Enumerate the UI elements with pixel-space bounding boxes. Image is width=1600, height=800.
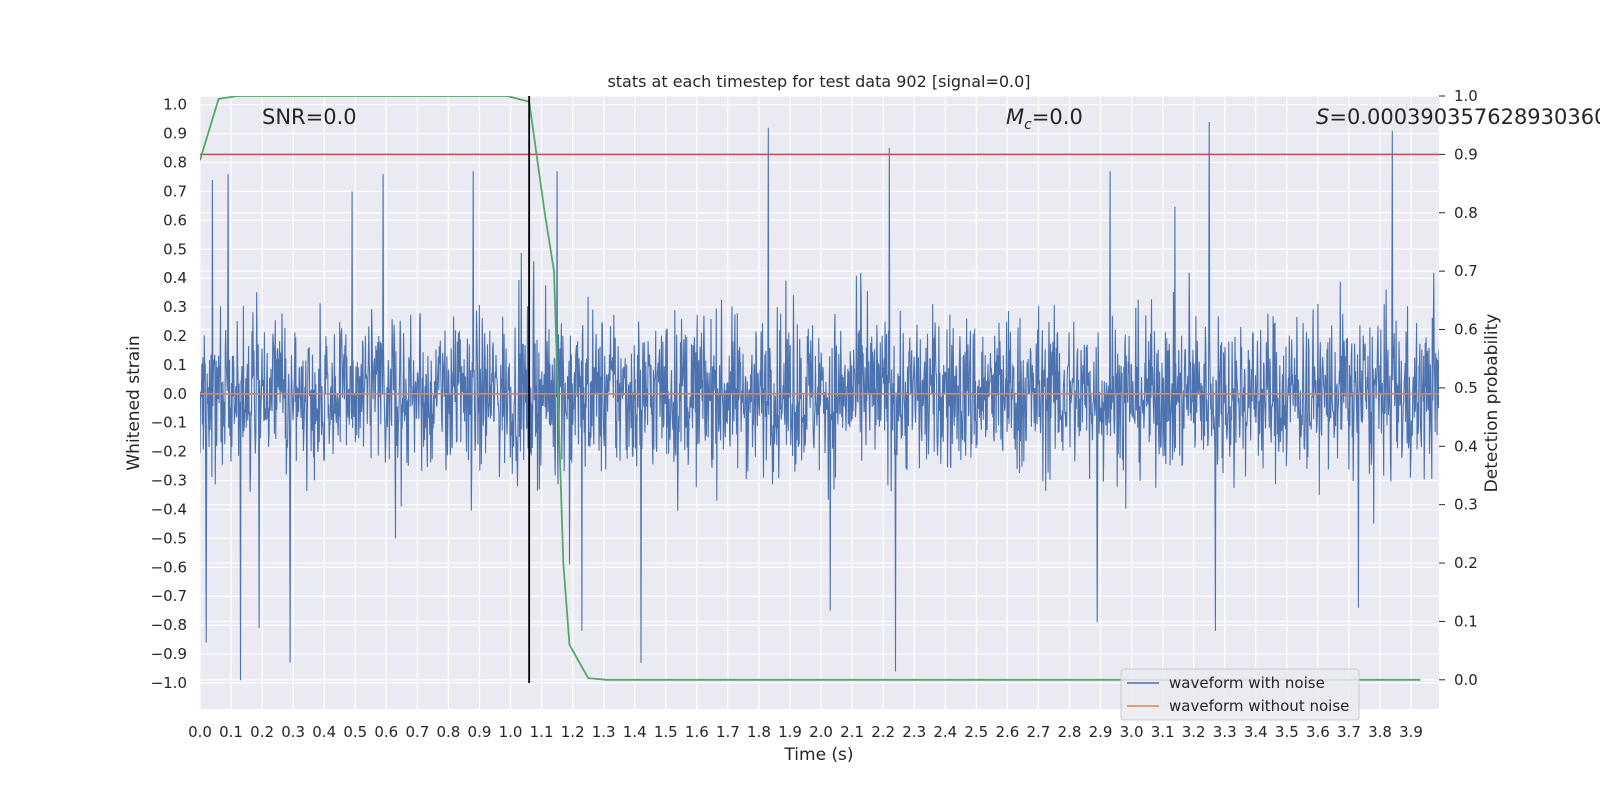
y-tick-label: 1.0	[163, 96, 187, 114]
x-tick-label: 0.7	[405, 723, 429, 741]
y-tick-label: −0.7	[151, 587, 187, 605]
y-tick-label: −0.2	[151, 443, 187, 461]
x-tick-label: 2.0	[809, 723, 833, 741]
mc-symbol: M	[1006, 105, 1024, 129]
y-axis-label: Whitened strain	[124, 335, 144, 470]
x-tick-label: 3.2	[1182, 723, 1206, 741]
y-tick-label: −0.9	[151, 645, 187, 663]
y2-tick-label: 0.9	[1454, 145, 1478, 163]
legend-box	[1120, 668, 1360, 721]
y-tick-label: 0.2	[163, 327, 187, 345]
y-tick-label: 0.7	[163, 182, 187, 200]
x-tick-label: 2.9	[1089, 723, 1113, 741]
y2-tick-label: 0.6	[1454, 321, 1478, 339]
x-tick-label: 0.9	[468, 723, 492, 741]
y2-tick-label: 0.8	[1454, 204, 1478, 222]
chart-title: stats at each timestep for test data 902…	[607, 72, 1030, 91]
x-tick-label: 2.7	[1026, 723, 1050, 741]
y2-tick-label: 0.0	[1454, 671, 1478, 689]
x-tick-label: 0.3	[281, 723, 305, 741]
s-value: =0.000390357628930360	[1329, 105, 1600, 129]
y-tick-label: 0.6	[163, 211, 187, 229]
x-tick-label: 2.8	[1058, 723, 1082, 741]
y-tick-label: −1.0	[151, 674, 187, 692]
x-tick-label: 3.1	[1151, 723, 1175, 741]
y-tick-label: −0.6	[151, 558, 187, 576]
series-layer	[200, 96, 1439, 683]
x-tick-label: 1.6	[685, 723, 709, 741]
y-tick-label: 0.5	[163, 240, 187, 258]
mc-value: =0.0	[1032, 105, 1083, 129]
y2-tick-label: 0.1	[1454, 612, 1478, 630]
x-tick-label: 0.6	[374, 723, 398, 741]
y2-tick-label: 0.4	[1454, 437, 1478, 455]
legend-label-noise: waveform with noise	[1169, 674, 1325, 692]
x-tick-label: 3.5	[1275, 723, 1299, 741]
y2-tick-label: 0.7	[1454, 262, 1478, 280]
x-tick-label: 1.8	[747, 723, 771, 741]
x-tick-label: 2.3	[902, 723, 926, 741]
x-tick-label: 3.7	[1337, 723, 1361, 741]
x-tick-label: 2.2	[871, 723, 895, 741]
x-tick-label: 2.1	[840, 723, 864, 741]
mc-annotation: Mc=0.0	[1006, 105, 1083, 133]
x-tick-label: 1.9	[778, 723, 802, 741]
x-tick-label: 1.3	[592, 723, 616, 741]
y2-tick-label: 1.0	[1454, 87, 1478, 105]
y2-tick-label: 0.3	[1454, 496, 1478, 514]
legend: waveform with noise waveform without noi…	[1120, 668, 1360, 721]
x-axis-label: Time (s)	[783, 745, 853, 765]
x-tick-label: 2.4	[933, 723, 957, 741]
x-tick-label: 3.8	[1368, 723, 1392, 741]
y-tick-label: 0.8	[163, 154, 187, 172]
x-tick-label: 0.5	[343, 723, 367, 741]
y-tick-label: 0.0	[163, 385, 187, 403]
y2-tick-label: 0.2	[1454, 554, 1478, 572]
x-tick-label: 1.7	[716, 723, 740, 741]
x-tick-label: 3.0	[1120, 723, 1144, 741]
x-tick-label: 1.2	[561, 723, 585, 741]
y-tick-label: 0.9	[163, 125, 187, 143]
y-tick-label: 0.4	[163, 269, 187, 287]
y-tick-label: 0.3	[163, 298, 187, 316]
s-symbol: S	[1316, 105, 1329, 129]
x-tick-label: 0.0	[188, 723, 212, 741]
x-tick-label: 0.2	[250, 723, 274, 741]
x-tick-label: 1.4	[623, 723, 647, 741]
legend-label-clean: waveform without noise	[1169, 697, 1349, 715]
y-tick-label: −0.8	[151, 616, 187, 634]
x-tick-label: 1.0	[499, 723, 523, 741]
y-tick-label: −0.3	[151, 472, 187, 490]
x-tick-label: 0.8	[436, 723, 460, 741]
waveform-with-noise-line	[200, 121, 1439, 681]
x-tick-label: 1.1	[530, 723, 554, 741]
y-tick-label: −0.5	[151, 529, 187, 547]
mc-subscript: c	[1024, 117, 1032, 133]
y-tick-label: −0.4	[151, 500, 187, 518]
x-tick-label: 3.4	[1244, 723, 1268, 741]
x-tick-label: 2.5	[964, 723, 988, 741]
x-tick-label: 1.5	[654, 723, 678, 741]
s-annotation: S=0.000390357628930360	[1316, 105, 1600, 129]
x-tick-label: 3.6	[1306, 723, 1330, 741]
detection-probability-line	[200, 96, 1421, 681]
x-tick-label: 3.3	[1213, 723, 1237, 741]
waveform-with-noise-path	[200, 121, 1439, 681]
ticks: 0.0 0.1 0.2 0.3 0.4 0.5 0.6 0.7 0.8 0.9 1.0 1.1 1.2 1…	[151, 87, 1478, 741]
x-tick-label: 3.9	[1399, 723, 1423, 741]
y-tick-label: 0.1	[163, 356, 187, 374]
x-tick-label: 2.6	[995, 723, 1019, 741]
y2-tick-label: 0.5	[1454, 379, 1478, 397]
y-tick-label: −0.1	[151, 414, 187, 432]
x-tick-label: 0.1	[219, 723, 243, 741]
y2-axis-label: Detection probability	[1482, 314, 1502, 493]
x-tick-label: 0.4	[312, 723, 336, 741]
snr-annotation: SNR=0.0	[262, 105, 357, 129]
